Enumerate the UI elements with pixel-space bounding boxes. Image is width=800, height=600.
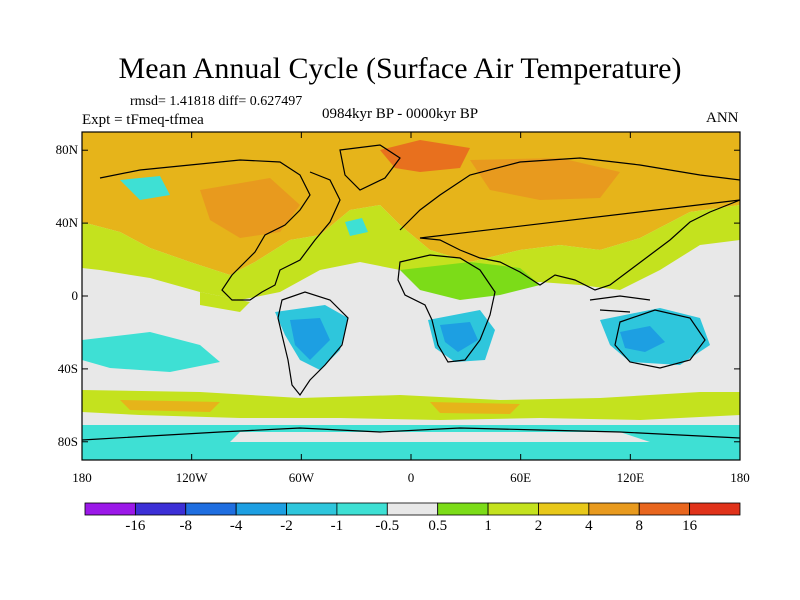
africa-cold: [440, 322, 478, 352]
experiment-label: Expt = tFmeq-tfmea: [82, 112, 204, 128]
coastline-eurasia: [399, 157, 740, 291]
canada-hot-patch: [200, 178, 300, 238]
colorbar-swatch: [386, 502, 439, 516]
australia-cold: [620, 326, 665, 352]
anomaly-field: [82, 132, 740, 460]
chart-title: Mean Annual Cycle (Surface Air Temperatu…: [118, 52, 682, 85]
colorbar-label: -16: [125, 518, 146, 534]
stats-line: rmsd= 1.41818 diff= 0.627497: [130, 94, 303, 109]
antarctic-interior-neutral: [230, 432, 650, 442]
coastline-australia: [614, 309, 706, 369]
colorbar-label: 4: [585, 518, 593, 534]
colorbar-label: -4: [229, 518, 243, 534]
colorbar: [84, 502, 741, 516]
colorbar-swatch: [134, 502, 187, 516]
colorbar-swatch: [336, 502, 388, 516]
y-tick-label: 80S: [57, 433, 78, 449]
colorbar-swatch: [689, 502, 741, 516]
central-pacific-mild: [200, 292, 250, 312]
axis-ticks: [81, 132, 741, 460]
coastline-greenland: [339, 144, 401, 191]
period-label: 0984kyr BP - 0000kyr BP: [322, 106, 479, 122]
colorbar-swatch: [185, 502, 237, 516]
eastern-pacific-cool: [82, 332, 220, 372]
coastline-north-america: [99, 159, 341, 301]
north-atlantic-cool: [345, 218, 368, 236]
colorbar-swatch: [286, 502, 338, 516]
southern-mild-band: [82, 390, 740, 420]
x-tick-label: 180: [72, 470, 92, 485]
arctic-hot-patch: [380, 140, 470, 172]
colorbar-swatch: [235, 502, 287, 516]
colorbar-swatch: [437, 502, 489, 516]
colorbar-label: -2: [280, 518, 293, 534]
colorbar-swatch: [588, 502, 640, 516]
coastline-south-america: [277, 291, 349, 397]
north-mild-band: [82, 205, 740, 300]
colorbar-label: -8: [179, 518, 193, 534]
south-america-cold: [290, 318, 330, 360]
colorbar-label: -0.5: [375, 518, 400, 534]
y-tick-label: 40S: [57, 360, 78, 376]
southern-warm-patch-2: [430, 402, 520, 414]
colorbar-label: 1: [484, 518, 492, 534]
colorbar-label: 8: [635, 518, 643, 534]
colorbar-label: -1: [330, 518, 344, 534]
colorbar-swatch: [84, 502, 136, 516]
x-tick-label: 60E: [510, 470, 532, 485]
southern-warm-patch: [120, 400, 220, 412]
coastline-antarctica: [82, 427, 740, 441]
x-tick-label: 60W: [288, 470, 314, 485]
x-tick-label: 120E: [616, 470, 645, 485]
x-tick-label: 180: [730, 470, 750, 485]
x-tick-label: 120W: [175, 470, 208, 485]
y-tick-label: 40N: [55, 215, 78, 231]
colorbar-swatch: [638, 502, 691, 516]
colorbar-label: 16: [682, 518, 698, 534]
north-pacific-cool: [120, 176, 170, 200]
colorbar-swatch: [538, 502, 590, 516]
colorbar-label: 0.5: [428, 518, 448, 534]
sahara-lightwarm: [400, 262, 540, 300]
coastline-indonesia: [589, 295, 651, 313]
y-tick-label: 0: [71, 288, 79, 303]
season-label: ANN: [706, 110, 739, 126]
coastlines: [82, 144, 740, 441]
x-tick-label: 0: [407, 470, 415, 485]
colorbar-label: 2: [534, 518, 543, 534]
siberia-hot-patch: [470, 158, 620, 200]
y-tick-label: 80N: [55, 142, 78, 158]
colorbar-swatch: [487, 502, 539, 516]
coastline-africa: [397, 254, 496, 363]
